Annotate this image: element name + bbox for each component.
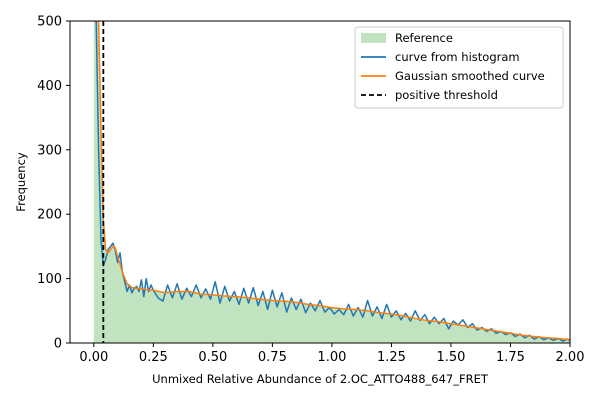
y-tick-label: 300	[37, 143, 62, 158]
series-reference-area	[93, 21, 570, 343]
ticks: 0.00 0.25 0.50 0.75 1.00 1.25 1.50 1.75 2.00 0 100…	[37, 15, 584, 366]
y-axis-label: Frequency	[14, 152, 28, 212]
y-tick-label: 100	[37, 272, 62, 287]
x-axis-label: Unmixed Relative Abundance of 2.OC_ATTO4…	[152, 372, 489, 386]
x-tick-label: 0.50	[198, 350, 227, 365]
series-gaussian-smoothed-curve-line	[93, 21, 570, 341]
x-tick-label: 1.75	[496, 350, 525, 365]
x-tick-label: 1.25	[377, 350, 406, 365]
axes-frame	[69, 20, 571, 344]
legend-box	[354, 26, 564, 109]
legend-label: curve from histogram	[395, 50, 520, 64]
y-tick-label: 400	[37, 79, 62, 94]
x-tick-label: 1.50	[436, 350, 465, 365]
x-tick-label: 0.00	[79, 350, 108, 365]
legend-swatch	[361, 33, 386, 43]
y-tick-label: 200	[37, 208, 62, 223]
x-tick-label: 1.00	[317, 350, 346, 365]
x-tick-label: 0.75	[258, 350, 287, 365]
plot-area	[93, 21, 570, 343]
y-tick-label: 0	[54, 337, 62, 352]
x-tick-label: 2.00	[556, 350, 585, 365]
y-tick-label: 500	[37, 15, 62, 30]
legend-label: Reference	[395, 31, 453, 45]
legend-label: Gaussian smoothed curve	[395, 69, 545, 83]
legend-label: positive threshold	[395, 88, 498, 102]
legend: Reference curve from histogram Gaussian sm…	[354, 26, 564, 109]
x-tick-label: 0.25	[139, 350, 168, 365]
